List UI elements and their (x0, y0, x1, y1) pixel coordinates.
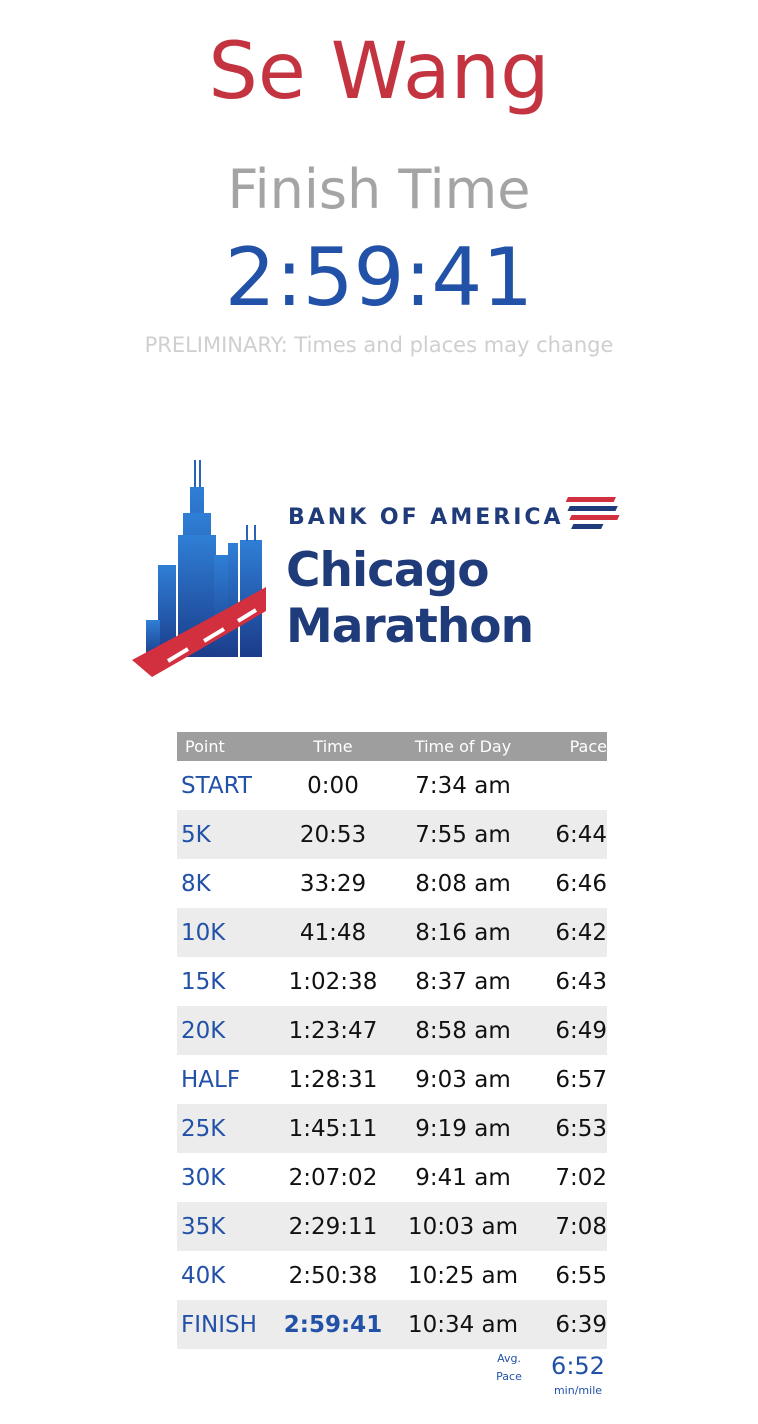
split-pace: 6:53 (555, 1115, 607, 1142)
split-time-of-day: 10:25 am (407, 1262, 519, 1289)
splits-table: Point Time Time of Day Pace START 0:00 7… (177, 732, 607, 1349)
split-time: 2:29:11 (288, 1213, 378, 1240)
split-point: 5K (181, 821, 211, 848)
split-time: 2:59:41 (283, 1311, 383, 1338)
average-pace-label-line2: Pace (496, 1370, 522, 1383)
split-point: 20K (181, 1017, 226, 1044)
average-pace-value: 6:52 (551, 1352, 605, 1380)
split-time-of-day: 10:34 am (407, 1311, 519, 1338)
chicago-marathon-logo: BANK OF AMERICA Chicago Marathon (128, 455, 638, 690)
split-time: 41:48 (299, 919, 367, 946)
finish-time-value: 2:59:41 (224, 231, 534, 324)
split-point: START (181, 772, 252, 799)
table-row: 35K 2:29:11 10:03 am 7:08 (177, 1202, 607, 1251)
table-row: HALF 1:28:31 9:03 am 6:57 (177, 1055, 607, 1104)
table-row: 5K 20:53 7:55 am 6:44 (177, 810, 607, 859)
split-pace: 7:02 (555, 1164, 607, 1191)
split-time: 2:07:02 (288, 1164, 378, 1191)
split-point: 8K (181, 870, 211, 897)
split-pace: 6:44 (555, 821, 607, 848)
split-time: 1:23:47 (288, 1017, 378, 1044)
split-time-of-day: 10:03 am (407, 1213, 519, 1240)
table-row: 15K 1:02:38 8:37 am 6:43 (177, 957, 607, 1006)
splits-table-header: Point Time Time of Day Pace (177, 732, 607, 761)
average-pace-label-line1: Avg. (497, 1352, 521, 1365)
sponsor-name: BANK OF AMERICA (288, 505, 564, 530)
chicago-skyline-road-logo-icon (132, 460, 620, 677)
split-point: 30K (181, 1164, 226, 1191)
average-pace-unit: min/mile (553, 1384, 603, 1397)
split-time-of-day: 8:08 am (415, 870, 511, 897)
runner-name: Se Wang (208, 27, 550, 117)
split-time-of-day: 9:41 am (415, 1164, 511, 1191)
table-row: 30K 2:07:02 9:41 am 7:02 (177, 1153, 607, 1202)
table-row: 8K 33:29 8:08 am 6:46 (177, 859, 607, 908)
split-pace: 6:55 (555, 1262, 607, 1289)
split-time: 0:00 (307, 772, 359, 799)
header-time-of-day: Time of Day (414, 737, 512, 756)
split-time-of-day: 8:37 am (415, 968, 511, 995)
table-row: 10K 41:48 8:16 am 6:42 (177, 908, 607, 957)
table-row: START 0:00 7:34 am (177, 761, 607, 810)
split-pace: 6:57 (555, 1066, 607, 1093)
finish-time-label: Finish Time (227, 158, 531, 221)
split-time-of-day: 7:55 am (415, 821, 511, 848)
split-pace: 6:49 (555, 1017, 607, 1044)
split-pace: 6:42 (555, 919, 607, 946)
split-time: 1:45:11 (288, 1115, 378, 1142)
split-time-of-day: 8:58 am (415, 1017, 511, 1044)
split-time: 1:28:31 (288, 1066, 378, 1093)
split-pace: 7:08 (555, 1213, 607, 1240)
logo-line-chicago: Chicago (286, 543, 490, 598)
split-point: 35K (181, 1213, 226, 1240)
header-point: Point (185, 737, 225, 756)
split-time-of-day: 9:19 am (415, 1115, 511, 1142)
table-row: 40K 2:50:38 10:25 am 6:55 (177, 1251, 607, 1300)
split-time: 2:50:38 (288, 1262, 378, 1289)
split-time: 20:53 (299, 821, 367, 848)
split-pace: 6:46 (555, 870, 607, 897)
split-time-of-day: 9:03 am (415, 1066, 511, 1093)
average-pace: Avg. Pace 6:52 min/mile (477, 1350, 617, 1406)
split-pace: 6:43 (555, 968, 607, 995)
header-pace: Pace (569, 737, 607, 756)
split-time: 1:02:38 (288, 968, 378, 995)
table-row: 20K 1:23:47 8:58 am 6:49 (177, 1006, 607, 1055)
average-pace-label: Avg. Pace (477, 1350, 541, 1386)
split-time-of-day: 8:16 am (415, 919, 511, 946)
split-pace: 6:39 (555, 1311, 607, 1338)
table-row: 25K 1:45:11 9:19 am 6:53 (177, 1104, 607, 1153)
split-point: HALF (181, 1066, 241, 1093)
preliminary-notice: PRELIMINARY: Times and places may change (144, 333, 614, 357)
table-row: FINISH 2:59:41 10:34 am 6:39 (177, 1300, 607, 1349)
split-point: 40K (181, 1262, 226, 1289)
split-point: 15K (181, 968, 226, 995)
logo-line-marathon: Marathon (286, 599, 534, 654)
split-time: 33:29 (299, 870, 367, 897)
split-point: 10K (181, 919, 226, 946)
header-time: Time (313, 737, 353, 756)
split-point: 25K (181, 1115, 226, 1142)
split-time-of-day: 7:34 am (415, 772, 511, 799)
split-point: FINISH (181, 1311, 257, 1338)
